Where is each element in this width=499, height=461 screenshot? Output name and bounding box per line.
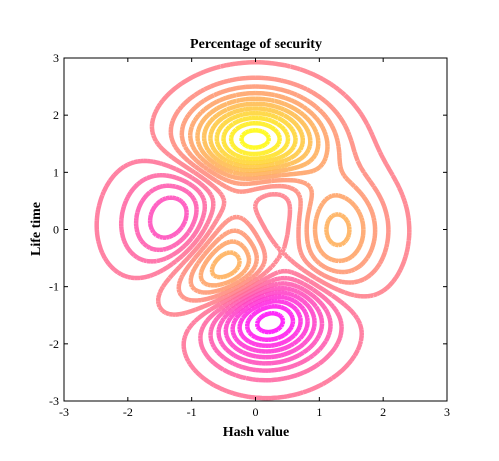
contour-level bbox=[221, 115, 291, 162]
contour-level bbox=[208, 106, 306, 169]
contour-level bbox=[214, 110, 298, 166]
contour-level bbox=[94, 158, 364, 401]
contour-level bbox=[237, 298, 303, 349]
y-tick-label: 0 bbox=[53, 223, 59, 237]
contour-level bbox=[147, 195, 325, 366]
contour-level bbox=[195, 96, 352, 280]
contour-level bbox=[133, 183, 333, 373]
y-tick-label: 1 bbox=[53, 165, 59, 179]
x-axis-label: Hash value bbox=[223, 425, 290, 440]
contour-level bbox=[187, 90, 366, 288]
contour-level bbox=[149, 60, 412, 317]
contour-level bbox=[254, 310, 286, 335]
contour-level bbox=[230, 294, 310, 354]
x-tick-label: -1 bbox=[187, 405, 197, 419]
x-tick-label: -3 bbox=[59, 405, 69, 419]
contour-lines bbox=[94, 60, 412, 401]
contour-level bbox=[118, 173, 344, 383]
contour-level bbox=[168, 75, 391, 303]
contour-level bbox=[201, 101, 313, 173]
y-tick-label: -1 bbox=[49, 280, 59, 294]
x-tick-label: 3 bbox=[444, 405, 450, 419]
y-tick-label: -2 bbox=[49, 337, 59, 351]
contour-level bbox=[179, 84, 378, 295]
x-tick-label: -2 bbox=[123, 405, 133, 419]
axis-ticks: -3 -2 -1 0 1 2 3 3 2 1 0 -1 -2 -3 bbox=[49, 51, 450, 419]
y-axis-label: Life time bbox=[29, 202, 44, 256]
y-tick-label: 3 bbox=[53, 51, 59, 65]
contour-level bbox=[223, 290, 317, 360]
contour-level bbox=[244, 304, 296, 343]
x-tick-label: 0 bbox=[253, 405, 259, 419]
y-tick-label: -3 bbox=[49, 394, 59, 408]
contour-level bbox=[239, 128, 272, 150]
chart-title: Percentage of security bbox=[190, 37, 322, 52]
x-tick-label: 1 bbox=[316, 405, 322, 419]
x-tick-label: 2 bbox=[380, 405, 386, 419]
contour-level bbox=[228, 120, 282, 157]
y-tick-label: 2 bbox=[53, 108, 59, 122]
